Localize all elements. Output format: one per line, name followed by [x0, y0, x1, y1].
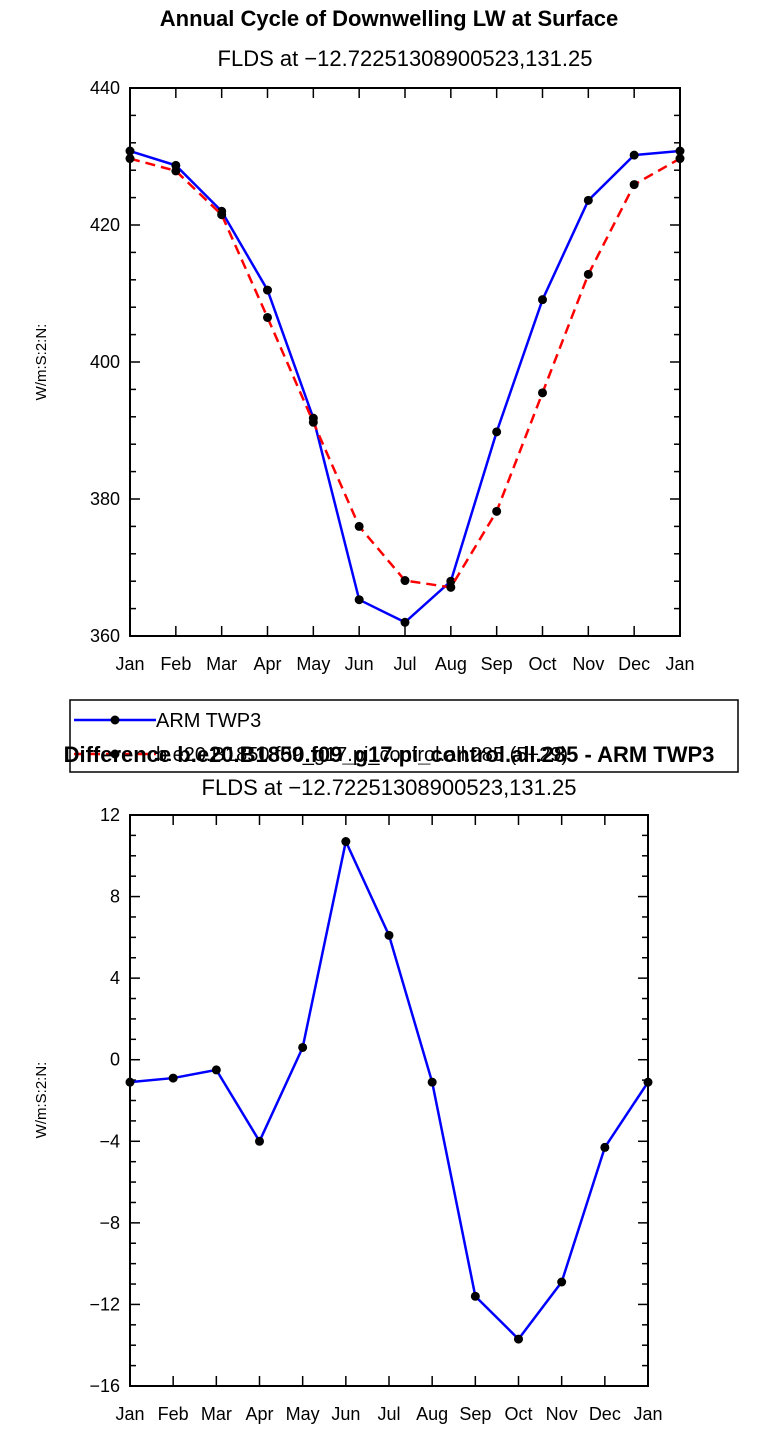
chart-subtitle: FLDS at −12.72251308900523,131.25	[202, 775, 577, 800]
data-point	[583, 195, 593, 205]
data-point	[168, 1073, 178, 1083]
data-point	[298, 1042, 308, 1052]
x-tick-label: Nov	[572, 654, 604, 674]
series-line-2	[129, 157, 681, 589]
x-tick-label: Apr	[245, 1404, 273, 1424]
x-tick-label: May	[296, 654, 330, 674]
x-tick-label: Aug	[416, 1404, 448, 1424]
plot-frame	[129, 814, 649, 1387]
data-point	[400, 576, 410, 586]
data-point	[427, 1077, 437, 1087]
x-tick-label: Apr	[253, 654, 281, 674]
data-point	[629, 180, 639, 190]
data-point	[217, 210, 227, 220]
y-tick-label: −12	[89, 1294, 120, 1314]
x-tick-label: Jan	[633, 1404, 662, 1424]
legend-marker	[110, 749, 120, 759]
data-point	[125, 146, 135, 156]
x-tick-label: Mar	[206, 654, 237, 674]
data-point	[583, 269, 593, 279]
x-tick-label: Jun	[345, 654, 374, 674]
data-point	[492, 427, 502, 437]
x-tick-label: Sep	[459, 1404, 491, 1424]
y-tick-label: −8	[99, 1213, 120, 1233]
series-line-1	[129, 837, 650, 1341]
x-tick-label: Jul	[393, 654, 416, 674]
plot-frame	[129, 87, 681, 637]
y-tick-label: 400	[90, 352, 120, 372]
chart-subtitle: FLDS at −12.72251308900523,131.25	[218, 46, 593, 71]
x-tick-label: Jan	[115, 654, 144, 674]
y-tick-label: 4	[110, 968, 120, 988]
data-point	[341, 837, 351, 847]
data-point	[446, 582, 456, 592]
x-tick-label: Jul	[377, 1404, 400, 1424]
data-point	[514, 1334, 523, 1344]
x-tick-label: Feb	[158, 1404, 189, 1424]
x-tick-label: Jun	[331, 1404, 360, 1424]
legend-box	[69, 699, 739, 773]
chart-title: Difference b.e20.B1850.f09_g17.pi_contro…	[64, 742, 715, 767]
data-point	[538, 295, 547, 305]
data-point	[446, 576, 456, 586]
y-tick-label: 12	[100, 805, 120, 825]
x-tick-label: May	[286, 1404, 320, 1424]
x-tick-label: Sep	[481, 654, 513, 674]
data-point	[255, 1136, 264, 1146]
data-point	[263, 285, 272, 295]
data-point	[263, 312, 272, 322]
data-point	[308, 417, 318, 427]
legend-marker	[110, 715, 120, 725]
chart-title: Annual Cycle of Downwelling LW at Surfac…	[160, 6, 618, 31]
y-axis-label: W/m:S:2:N:	[33, 324, 50, 401]
y-tick-label: −4	[99, 1131, 120, 1151]
data-point	[675, 146, 685, 156]
x-tick-label: Jan	[665, 654, 694, 674]
data-point	[675, 154, 685, 164]
y-tick-label: 440	[90, 78, 120, 98]
x-tick-label: Jan	[115, 1404, 144, 1424]
legend-label: ARM TWP3	[156, 710, 261, 732]
x-tick-label: Dec	[618, 654, 650, 674]
series-line-1	[129, 149, 681, 624]
data-point	[538, 388, 547, 398]
x-tick-label: Mar	[201, 1404, 232, 1424]
data-point	[492, 506, 502, 516]
data-point	[125, 1077, 135, 1087]
data-point	[125, 154, 135, 164]
x-tick-label: Oct	[528, 654, 556, 674]
y-axis-label: W/m:S:2:N:	[33, 1062, 50, 1139]
data-point	[354, 595, 364, 605]
x-tick-label: Feb	[160, 654, 191, 674]
data-point	[600, 1142, 610, 1152]
data-point	[354, 521, 364, 531]
data-point	[557, 1277, 567, 1287]
x-tick-label: Dec	[589, 1404, 621, 1424]
y-tick-label: 380	[90, 489, 120, 509]
x-tick-label: Nov	[546, 1404, 578, 1424]
legend-label: b.e20.B1850.f09_g17.pi_control.all.285 (…	[156, 744, 568, 766]
y-tick-label: −16	[89, 1376, 120, 1396]
data-point	[171, 166, 181, 176]
data-point	[643, 1077, 653, 1087]
y-tick-label: 8	[110, 887, 120, 907]
y-tick-label: 360	[90, 626, 120, 646]
data-point	[629, 150, 639, 160]
data-point	[384, 930, 394, 940]
x-tick-label: Oct	[504, 1404, 532, 1424]
data-point	[470, 1291, 480, 1301]
data-point	[400, 617, 410, 627]
y-tick-label: 420	[90, 215, 120, 235]
y-tick-label: 0	[110, 1050, 120, 1070]
x-tick-label: Aug	[435, 654, 467, 674]
data-point	[211, 1065, 221, 1075]
